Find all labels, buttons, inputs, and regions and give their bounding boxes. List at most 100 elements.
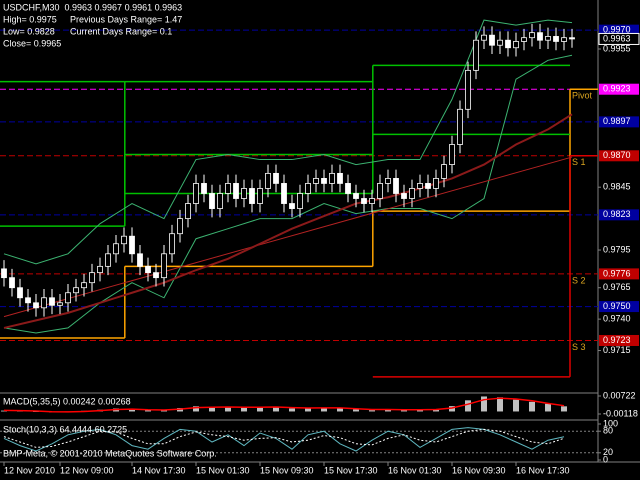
macd-bar	[369, 410, 375, 412]
candle-body	[97, 265, 103, 274]
level-box-label: 0.9897	[603, 116, 631, 126]
candle-body	[145, 265, 151, 274]
level-box-label: 0.9750	[603, 301, 631, 311]
candle-body	[353, 193, 359, 199]
macd-bar	[465, 400, 471, 412]
macd-bar	[545, 403, 551, 412]
candle-body	[553, 36, 559, 42]
level-box	[599, 24, 639, 36]
x-tick-label: 15 Nov 01:30	[196, 465, 250, 475]
macd-bar	[561, 406, 567, 412]
info-text: Low= 0.9828	[3, 26, 55, 36]
candle-body	[369, 198, 375, 204]
level-box	[599, 209, 639, 221]
candle-body	[249, 188, 255, 204]
candle-body	[121, 235, 127, 245]
x-tick-label: 12 Nov 2010	[4, 465, 55, 475]
y-tick-label: 0.9795	[603, 244, 631, 254]
candle-body	[257, 188, 263, 204]
level-box-label: 0.9970	[603, 25, 631, 35]
macd-bar	[497, 397, 503, 412]
stoch-line	[3, 428, 565, 448]
candle-body	[433, 178, 439, 189]
macd-bar	[145, 410, 151, 412]
candle-body	[17, 287, 23, 299]
indicator-line	[3, 113, 573, 329]
x-tick-label: 14 Nov 17:30	[132, 465, 186, 475]
candle-body	[401, 193, 407, 199]
candle-body	[393, 178, 399, 194]
candle-body	[489, 34, 495, 46]
y-tick-label: 80	[603, 426, 613, 436]
macd-bar	[433, 409, 439, 412]
level-box-label: 0.9723	[603, 335, 631, 345]
x-tick-label: 16 Nov 01:30	[388, 465, 442, 475]
level-box-label: 0.9923	[603, 84, 631, 94]
macd-bar	[129, 409, 135, 412]
chart-title: USDCHF,M30 0.9963 0.9967 0.9961 0.9963	[3, 2, 182, 12]
candle-body	[513, 41, 519, 49]
candle-body	[417, 183, 423, 189]
candle-body	[409, 188, 415, 199]
candle-body	[545, 36, 551, 41]
x-tick-label: 16 Nov 17:30	[516, 465, 570, 475]
indicator-line	[3, 19, 573, 265]
candle-body	[153, 272, 159, 279]
macd-bar	[385, 409, 391, 412]
candle-body	[473, 39, 479, 71]
macd-bar	[401, 409, 407, 412]
macd-bar	[193, 406, 199, 412]
candle-body	[361, 198, 367, 204]
macd-bar	[273, 406, 279, 412]
macd-bar	[337, 407, 343, 412]
x-tick-label: 16 Nov 09:30	[452, 465, 506, 475]
candle-body	[225, 183, 231, 194]
indicator-line	[3, 156, 573, 318]
copyright: BMP-Meta, © 2001-2010 MetaQuotes Softwar…	[3, 448, 217, 458]
info-text: Previous Days Range= 1.47	[70, 14, 182, 24]
macd-bar	[241, 407, 247, 412]
candle-body	[177, 218, 183, 235]
candle-body	[561, 37, 567, 42]
candle-body	[537, 32, 543, 41]
candle-body	[273, 172, 279, 184]
indicator-title: MACD(5,35,5) 0.00242 0.00268	[3, 396, 131, 406]
y-tick-label: 0	[603, 454, 608, 464]
candle-body	[385, 178, 391, 184]
candle-body	[89, 272, 95, 284]
x-tick-label: 15 Nov 17:30	[324, 465, 378, 475]
macd-bar	[353, 409, 359, 412]
candle-body	[457, 108, 463, 145]
y-tick-label: 0.00722	[603, 390, 636, 400]
candle-body	[73, 287, 79, 294]
candle-body	[377, 183, 383, 199]
candle-body	[329, 172, 335, 184]
x-tick-label: 15 Nov 09:30	[260, 465, 314, 475]
candle-body	[49, 297, 55, 306]
candle-body	[265, 172, 271, 189]
candle-body	[305, 183, 311, 194]
candle-body	[217, 193, 223, 209]
candle-body	[465, 69, 471, 110]
candle-body	[313, 178, 319, 184]
candle-body	[441, 164, 447, 179]
candle-body	[1, 268, 7, 279]
info-text: Close= 0.9965	[3, 38, 61, 48]
candle-body	[113, 243, 119, 255]
candle-body	[137, 253, 143, 267]
pivot-label: S 1	[572, 157, 586, 167]
macd-bar	[209, 406, 215, 412]
level-box	[599, 268, 639, 280]
macd-bar	[289, 408, 295, 412]
y-tick-label: 0.9845	[603, 182, 631, 192]
stoch-line	[3, 427, 565, 452]
candle-body	[297, 193, 303, 209]
x-tick-label: 12 Nov 09:00	[60, 465, 114, 475]
candle-body	[201, 183, 207, 194]
candle-body	[209, 193, 215, 209]
y-tick-label: 0.9765	[603, 282, 631, 292]
y-tick-label: -0.00118	[603, 408, 638, 418]
candle-body	[25, 297, 31, 304]
candle-body	[65, 292, 71, 304]
